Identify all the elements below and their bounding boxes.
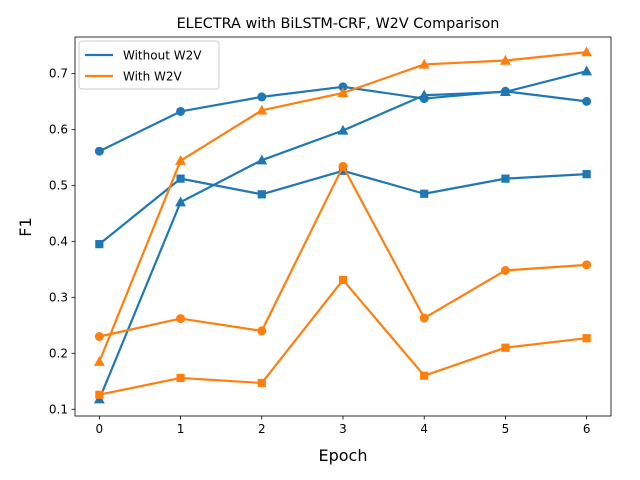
data-point-circle	[94, 146, 104, 156]
chart-title: ELECTRA with BiLSTM-CRF, W2V Comparison	[177, 16, 500, 32]
plot-area	[75, 37, 611, 416]
series-line-circle-with-w2v	[94, 161, 592, 342]
data-point-triangle	[581, 65, 593, 76]
data-point-triangle	[337, 87, 349, 98]
data-point-triangle	[418, 58, 430, 69]
y-tick-label: 0.4	[49, 235, 68, 249]
data-point-triangle	[256, 154, 268, 165]
data-point-square	[420, 371, 429, 380]
data-point-triangle	[175, 196, 187, 207]
data-point-triangle	[256, 104, 268, 115]
data-point-circle	[582, 260, 592, 270]
x-tick-label: 4	[420, 422, 428, 436]
legend-label: With W2V	[123, 69, 183, 83]
data-point-circle	[500, 265, 510, 275]
x-tick-label: 5	[502, 422, 510, 436]
data-point-square	[582, 334, 591, 343]
y-axis-label: F1	[16, 217, 35, 236]
data-point-square	[501, 343, 510, 352]
x-tick-label: 3	[339, 422, 347, 436]
data-point-square	[257, 190, 266, 199]
x-axis-label: Epoch	[319, 446, 368, 465]
y-tick-label: 0.6	[49, 123, 68, 137]
data-point-triangle	[499, 86, 511, 97]
data-point-circle	[257, 326, 267, 336]
data-point-triangle	[581, 46, 593, 57]
data-point-square	[582, 170, 591, 179]
data-point-square	[95, 390, 104, 399]
x-tick-label: 1	[177, 422, 185, 436]
data-point-square	[176, 174, 185, 183]
x-tick-label: 6	[583, 422, 591, 436]
data-point-square	[95, 240, 104, 249]
data-point-circle	[94, 332, 104, 342]
data-point-triangle	[418, 89, 430, 100]
data-point-triangle	[337, 124, 349, 135]
data-point-triangle	[93, 356, 105, 366]
series-layer	[93, 46, 593, 404]
plot-frame	[74, 36, 612, 417]
series-line-triangle-with-w2v	[93, 46, 593, 366]
data-point-circle	[176, 314, 186, 324]
legend-label: Without W2V	[123, 48, 202, 62]
y-tick-label: 0.5	[49, 179, 68, 193]
data-point-square	[257, 378, 266, 388]
y-tick-label: 0.2	[49, 346, 68, 360]
data-point-square	[420, 189, 429, 198]
x-tick-label: 2	[258, 422, 266, 436]
x-tick-label: 0	[96, 422, 104, 436]
data-point-triangle	[175, 155, 187, 165]
data-point-square	[176, 373, 185, 383]
data-point-circle	[176, 106, 186, 116]
legend: Without W2V With W2V	[78, 40, 220, 90]
data-point-square	[338, 275, 348, 285]
data-point-triangle	[499, 54, 511, 65]
series-line-square-with-w2v	[95, 275, 591, 399]
axes-layer: 0 1 2 3 4 5 6 0.1 0.2 0.3 0.4 0.5 0.6 0.7	[49, 67, 591, 436]
y-tick-label: 0.7	[49, 67, 68, 81]
y-tick-label: 0.3	[49, 291, 68, 305]
legend-box	[78, 40, 220, 90]
data-point-circle	[582, 96, 592, 106]
data-point-circle	[419, 313, 429, 323]
data-point-circle	[257, 92, 267, 102]
y-tick-label: 0.1	[49, 402, 68, 416]
data-point-square	[501, 174, 510, 183]
data-point-circle	[338, 161, 348, 171]
